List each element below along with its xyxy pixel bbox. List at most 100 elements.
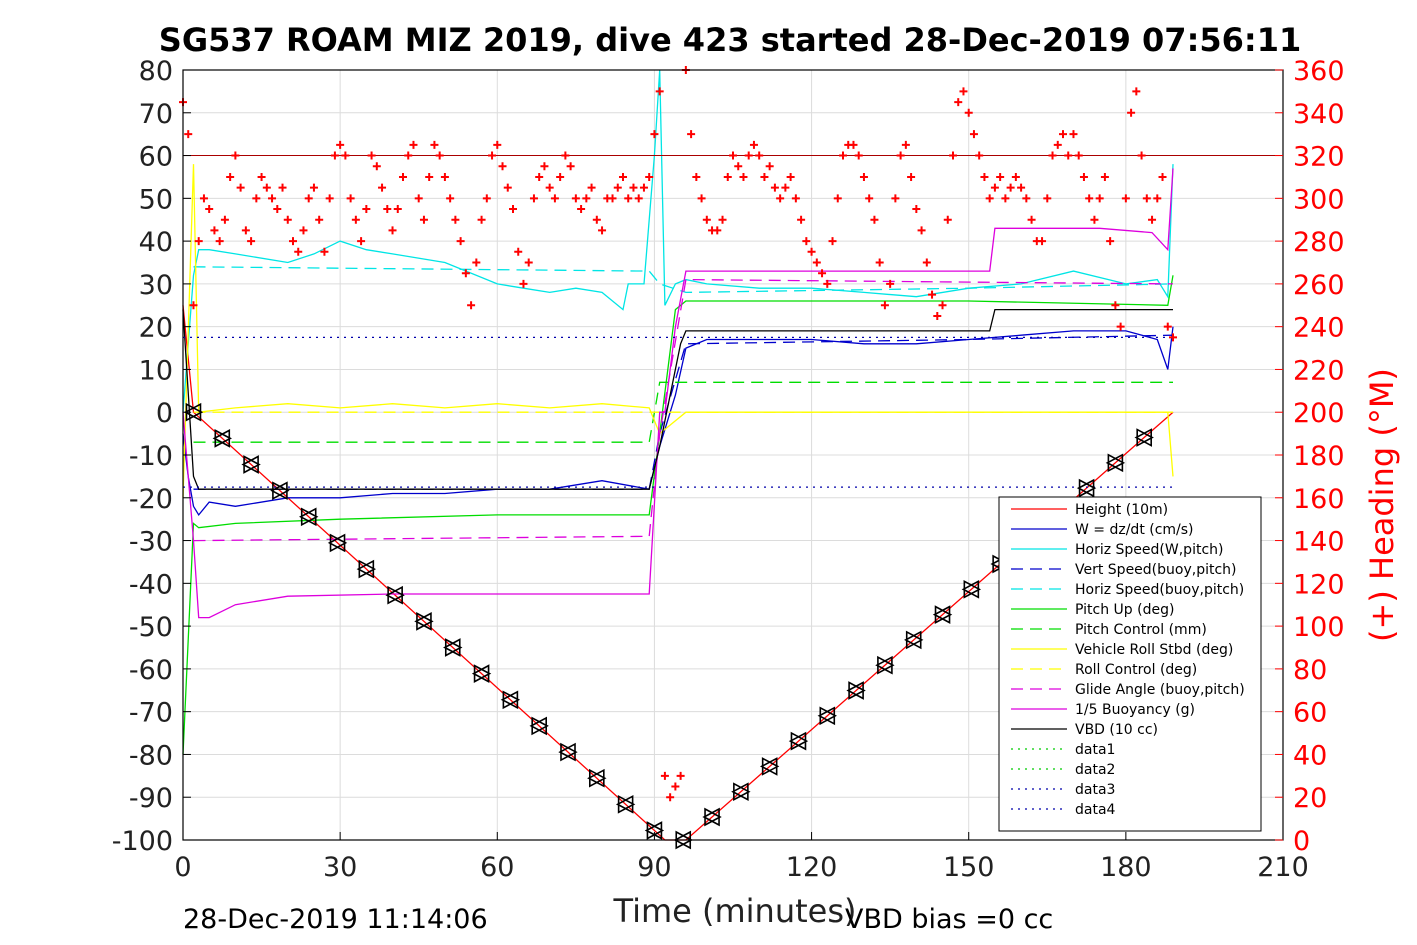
heading-point	[985, 194, 994, 203]
heading-point	[236, 183, 245, 192]
heading-point	[786, 172, 795, 181]
heading-point	[907, 172, 916, 181]
depth-marker-left	[587, 768, 605, 788]
y-tick-label: -80	[129, 740, 173, 771]
depth-marker-left	[788, 731, 807, 751]
legend-label: data2	[1075, 762, 1115, 778]
heading-point	[330, 151, 339, 160]
heading-point	[870, 215, 879, 224]
heading-point	[231, 151, 240, 160]
heading-point	[1064, 151, 1073, 160]
series-horiz-speed-w-pitch-line	[182, 69, 1174, 413]
legend-label: Height (10m)	[1075, 502, 1168, 518]
depth-marker-left	[731, 782, 749, 802]
heading-point	[467, 301, 476, 310]
x-tick-label: 90	[637, 852, 671, 883]
heading-point	[629, 183, 638, 192]
heading-point	[1038, 237, 1047, 246]
y-right-tick-label: 320	[1293, 142, 1345, 173]
depth-marker-left	[356, 559, 375, 579]
series-1-5-buoyancy-g-line	[182, 168, 1174, 619]
series-vehicle-roll-stbd-deg-line	[182, 164, 1174, 498]
heading-point	[1100, 172, 1109, 181]
heading-point	[199, 194, 208, 203]
heading-point	[697, 194, 706, 203]
depth-marker-left	[500, 690, 519, 710]
heading-point	[760, 172, 769, 181]
heading-point	[723, 172, 732, 181]
heading-point	[1116, 322, 1125, 331]
heading-point	[268, 194, 277, 203]
heading-point	[912, 205, 921, 214]
heading-point	[451, 215, 460, 224]
legend-box	[998, 496, 1262, 832]
depth-marker-left	[558, 742, 576, 762]
heading-point	[351, 215, 360, 224]
legend-label: Horiz Speed(W,pitch)	[1075, 542, 1223, 558]
y-right-tick-label: 300	[1293, 184, 1345, 215]
heading-point	[388, 226, 397, 235]
depth-marker-left	[817, 706, 836, 726]
heading-point	[645, 172, 654, 181]
heading-point	[430, 140, 439, 149]
y-tick-label: -10	[129, 441, 173, 472]
heading-point	[477, 215, 486, 224]
heading-point	[833, 194, 842, 203]
heading-markers	[179, 66, 1177, 802]
heading-point	[917, 226, 926, 235]
heading-point	[755, 151, 764, 160]
legend-label: data4	[1075, 802, 1116, 818]
heading-point	[194, 237, 203, 246]
heading-point	[378, 183, 387, 192]
footer-vbd-bias: VBD bias =0 cc	[845, 904, 1053, 935]
heading-point	[938, 301, 947, 310]
heading-point	[928, 290, 937, 299]
heading-point	[550, 194, 559, 203]
heading-point	[1022, 194, 1031, 203]
heading-point	[655, 87, 664, 96]
heading-point	[419, 215, 428, 224]
heading-point	[184, 130, 193, 139]
heading-point	[791, 194, 800, 203]
heading-point	[739, 172, 748, 181]
y-tick-label: 70	[139, 99, 173, 130]
y-right-tick-label: 0	[1293, 826, 1310, 857]
heading-point	[613, 183, 622, 192]
heading-point	[519, 279, 528, 288]
y-right-tick-label: 60	[1293, 698, 1327, 729]
heading-point	[1142, 194, 1151, 203]
heading-point	[529, 194, 538, 203]
heading-point	[1106, 237, 1115, 246]
depth-marker-left	[1105, 453, 1124, 473]
heading-point	[257, 172, 266, 181]
heading-point	[1079, 172, 1088, 181]
heading-point	[975, 151, 984, 160]
heading-point	[320, 247, 329, 256]
y-right-tick-label: 360	[1293, 56, 1345, 87]
heading-point	[1163, 322, 1172, 331]
heading-point	[535, 172, 544, 181]
heading-point	[964, 108, 973, 117]
heading-point	[744, 151, 753, 160]
heading-point	[980, 172, 989, 181]
heading-point	[446, 194, 455, 203]
y-tick-label: -90	[129, 783, 173, 814]
heading-point	[566, 162, 575, 171]
heading-point	[880, 301, 889, 310]
series-horiz-speed-buoy-pitch-line	[193, 266, 1174, 294]
heading-point	[587, 183, 596, 192]
depth-marker-left	[471, 664, 490, 683]
heading-point	[592, 215, 601, 224]
y-tick-label: -30	[129, 527, 173, 558]
y-tick-label: 80	[139, 56, 173, 87]
heading-point	[582, 194, 591, 203]
y-right-tick-label: 140	[1293, 527, 1345, 558]
heading-point	[839, 151, 847, 160]
heading-point	[409, 140, 418, 149]
heading-point	[425, 172, 434, 181]
heading-point	[205, 205, 214, 214]
heading-point	[283, 215, 292, 224]
heading-point	[734, 162, 743, 171]
heading-point	[488, 151, 497, 160]
y-tick-label: 60	[139, 142, 173, 173]
